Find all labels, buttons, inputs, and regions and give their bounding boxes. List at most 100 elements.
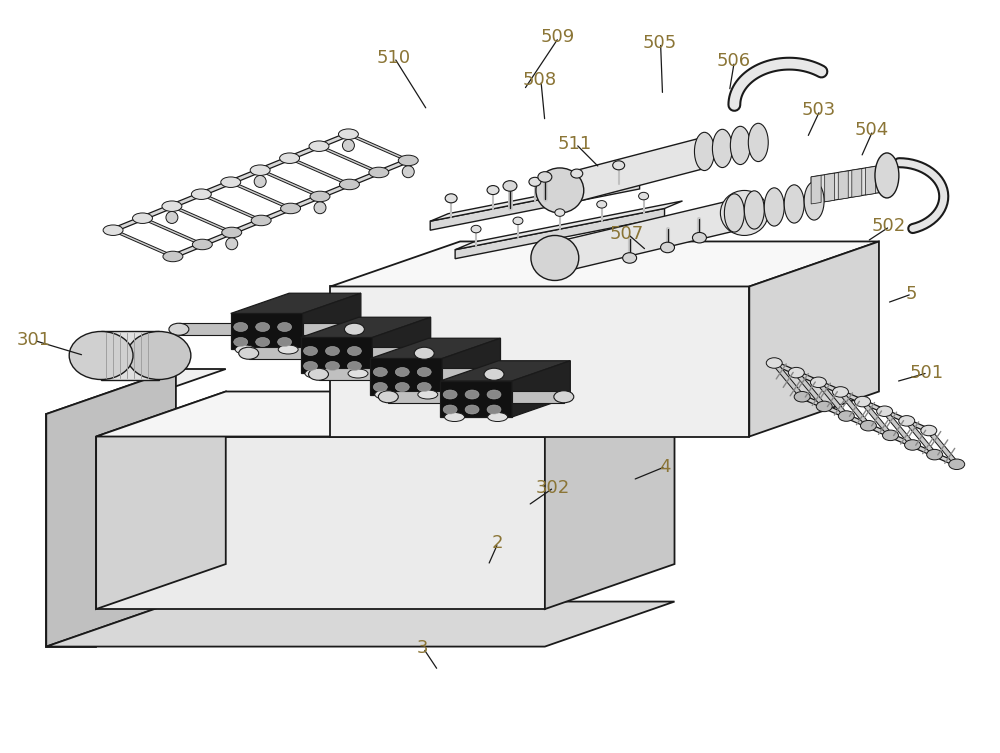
Ellipse shape	[191, 189, 211, 200]
Ellipse shape	[694, 133, 714, 171]
Polygon shape	[231, 293, 361, 313]
Ellipse shape	[278, 337, 292, 346]
Ellipse shape	[571, 169, 583, 178]
Ellipse shape	[162, 201, 182, 212]
Polygon shape	[388, 391, 440, 403]
Ellipse shape	[471, 225, 481, 233]
Ellipse shape	[127, 331, 191, 380]
Ellipse shape	[712, 130, 732, 168]
Ellipse shape	[855, 396, 871, 407]
Polygon shape	[316, 146, 382, 172]
Polygon shape	[882, 411, 916, 445]
Ellipse shape	[443, 390, 457, 399]
Polygon shape	[96, 392, 226, 609]
Polygon shape	[303, 293, 361, 349]
Polygon shape	[301, 317, 431, 337]
Ellipse shape	[417, 367, 431, 376]
Ellipse shape	[529, 177, 541, 186]
Ellipse shape	[724, 194, 744, 232]
Ellipse shape	[314, 202, 326, 214]
Ellipse shape	[369, 167, 389, 178]
Ellipse shape	[221, 177, 241, 187]
Polygon shape	[430, 172, 658, 221]
Ellipse shape	[239, 347, 259, 359]
Ellipse shape	[623, 253, 637, 264]
Text: 509: 509	[541, 29, 575, 47]
Polygon shape	[815, 383, 849, 416]
Ellipse shape	[465, 405, 479, 414]
Ellipse shape	[927, 450, 943, 460]
Text: 508: 508	[523, 72, 557, 89]
Ellipse shape	[692, 233, 706, 243]
Ellipse shape	[484, 368, 504, 380]
Polygon shape	[249, 347, 301, 359]
Ellipse shape	[414, 347, 434, 359]
Ellipse shape	[794, 392, 810, 402]
Ellipse shape	[325, 361, 339, 370]
Polygon shape	[330, 286, 749, 437]
Polygon shape	[113, 132, 348, 233]
Ellipse shape	[513, 217, 523, 224]
Ellipse shape	[222, 227, 242, 238]
Ellipse shape	[730, 127, 750, 165]
Text: 501: 501	[910, 364, 944, 382]
Polygon shape	[140, 218, 205, 245]
Ellipse shape	[487, 185, 499, 194]
Ellipse shape	[251, 215, 271, 226]
Ellipse shape	[883, 430, 898, 441]
Ellipse shape	[281, 203, 301, 214]
Ellipse shape	[536, 168, 584, 213]
Ellipse shape	[804, 181, 824, 220]
Polygon shape	[455, 201, 682, 250]
Ellipse shape	[445, 413, 464, 422]
Polygon shape	[455, 209, 665, 259]
Polygon shape	[545, 392, 675, 609]
Polygon shape	[372, 347, 424, 359]
Ellipse shape	[639, 192, 649, 200]
Ellipse shape	[816, 401, 832, 412]
Ellipse shape	[488, 413, 508, 422]
Ellipse shape	[254, 175, 266, 187]
Ellipse shape	[503, 181, 517, 191]
Ellipse shape	[235, 345, 255, 354]
Ellipse shape	[860, 420, 876, 431]
Ellipse shape	[375, 390, 395, 399]
Polygon shape	[793, 373, 827, 407]
Polygon shape	[96, 437, 545, 609]
Polygon shape	[173, 158, 408, 259]
Ellipse shape	[347, 361, 361, 370]
Ellipse shape	[487, 390, 501, 399]
Ellipse shape	[69, 331, 133, 380]
Ellipse shape	[163, 252, 183, 262]
Polygon shape	[330, 242, 879, 286]
Ellipse shape	[949, 459, 965, 470]
Text: 504: 504	[855, 121, 889, 139]
Polygon shape	[46, 369, 176, 647]
Polygon shape	[442, 368, 494, 380]
Text: 3: 3	[416, 639, 428, 657]
Ellipse shape	[395, 383, 409, 392]
Text: 507: 507	[610, 225, 644, 243]
Ellipse shape	[905, 440, 921, 450]
Ellipse shape	[278, 322, 292, 331]
Ellipse shape	[418, 390, 438, 399]
Ellipse shape	[597, 200, 607, 208]
Ellipse shape	[192, 239, 212, 250]
Ellipse shape	[531, 236, 579, 280]
Ellipse shape	[234, 337, 248, 346]
Ellipse shape	[304, 361, 318, 370]
Ellipse shape	[256, 322, 270, 331]
Polygon shape	[512, 361, 570, 417]
Text: 506: 506	[716, 53, 750, 71]
Polygon shape	[96, 392, 675, 437]
Polygon shape	[430, 180, 640, 230]
Ellipse shape	[339, 179, 359, 190]
Polygon shape	[749, 242, 879, 437]
Polygon shape	[169, 206, 235, 233]
Ellipse shape	[103, 225, 123, 236]
Polygon shape	[852, 169, 862, 197]
Ellipse shape	[833, 387, 848, 397]
Ellipse shape	[810, 377, 826, 388]
Ellipse shape	[378, 391, 398, 403]
Polygon shape	[110, 230, 176, 257]
